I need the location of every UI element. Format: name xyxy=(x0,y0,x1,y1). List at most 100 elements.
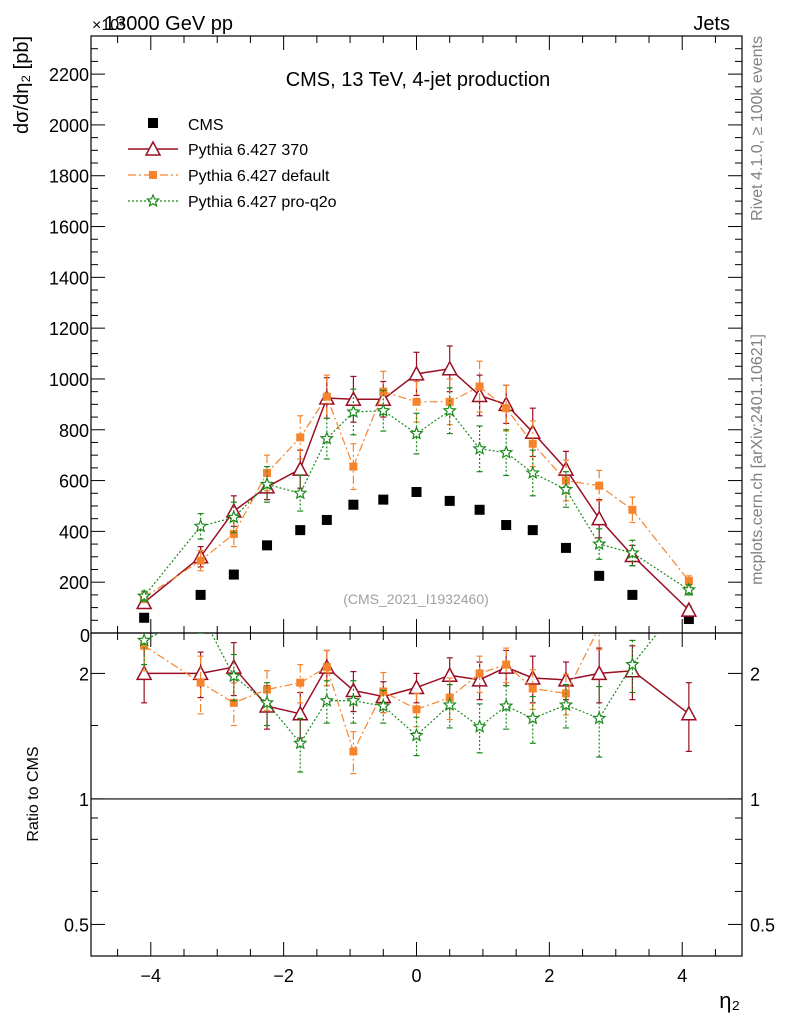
data-point-pproq2o-ratio xyxy=(346,693,361,707)
data-point-pproq2o-ratio xyxy=(625,657,640,671)
data-point-cms xyxy=(378,494,389,505)
main-panel: 200 400 600 800 1000 1200 1400 1600 1800 2000 2200… xyxy=(11,35,743,646)
header-beam-label: 13000 GeV pp xyxy=(104,13,233,35)
series-cms xyxy=(139,487,694,625)
data-point-cms xyxy=(348,499,359,510)
ratio-panel: 0.5 0.5 1 1 2 2 −4 −2 0 2 4 Ratio to CMS η₂ xyxy=(25,558,775,1013)
data-point-pdefault xyxy=(595,481,604,490)
data-point-pproq2o xyxy=(558,481,574,496)
data-point-pdefault-ratio xyxy=(263,685,272,694)
ratio-y-tick-label: 2 xyxy=(79,664,89,684)
data-point-pproq2o xyxy=(442,403,457,417)
data-point-pdefault xyxy=(196,556,205,565)
x-tick-label: −2 xyxy=(273,966,294,986)
data-point-pdefault xyxy=(296,433,305,442)
x-tick-label: 2 xyxy=(544,966,554,986)
data-point-pproq2o-ratio xyxy=(592,710,607,725)
main-y-tick-label: 1400 xyxy=(49,268,89,288)
data-point-pproq2o xyxy=(376,403,391,417)
data-point-cms xyxy=(321,514,332,525)
data-point-pproq2o-ratio xyxy=(292,735,308,750)
legend-label-pythia-370: Pythia 6.427 370 xyxy=(188,142,308,159)
x-tick-label: 0 xyxy=(411,966,421,986)
data-point-p370 xyxy=(680,601,698,617)
ratio-y-axis-title: Ratio to CMS xyxy=(25,746,42,841)
data-point-pproq2o-ratio xyxy=(499,698,514,713)
ratio-y-tick-label-right: 1 xyxy=(750,790,760,810)
data-point-pproq2o xyxy=(292,485,308,500)
ratio-y-tick-label: 1 xyxy=(79,790,89,810)
legend-marker-cms xyxy=(148,118,158,128)
data-point-cms xyxy=(444,495,455,506)
ratio-series-layer xyxy=(135,558,698,775)
ratio-y-tick-label-right: 2 xyxy=(750,664,760,684)
data-point-pproq2o xyxy=(136,588,152,603)
main-y-tick-label: 200 xyxy=(59,573,89,593)
main-y-tick-label: 1800 xyxy=(49,167,89,187)
legend-item-pythia-proq2o: Pythia 6.427 pro-q2o xyxy=(128,193,337,211)
legend-label-pythia-proq2o: Pythia 6.427 pro-q2o xyxy=(188,194,337,211)
data-point-pdefault-ratio xyxy=(595,623,603,631)
legend: CMS Pythia 6.427 370 Pythia 6.427 defaul… xyxy=(128,117,337,211)
data-point-pproq2o-ratio xyxy=(472,719,487,733)
data-point-cms xyxy=(560,542,571,553)
data-point-pdefault xyxy=(502,404,511,413)
main-y-tick-label: 400 xyxy=(59,522,89,542)
series-pproq2o-ratio xyxy=(136,633,659,773)
data-point-pdefault-ratio xyxy=(475,669,484,678)
chart-title: CMS, 13 TeV, 4-jet production xyxy=(286,69,551,91)
data-point-pdefault xyxy=(349,462,358,471)
analysis-watermark: (CMS_2021_I1932460) xyxy=(343,591,489,607)
data-point-p370-ratio xyxy=(590,664,608,681)
main-series-layer xyxy=(135,345,698,625)
data-point-pdefault xyxy=(263,468,272,477)
data-point-p370-ratio xyxy=(680,705,698,721)
data-point-pproq2o xyxy=(625,545,640,560)
data-point-pdefault-ratio xyxy=(502,660,511,669)
main-y-tick-label: 1600 xyxy=(49,218,89,238)
main-y-tick-label: 2200 xyxy=(49,65,89,85)
data-point-pdefault xyxy=(475,382,484,391)
legend-marker-pythia-370 xyxy=(144,140,162,156)
data-point-pdefault-ratio xyxy=(685,558,693,566)
data-point-pdefault-ratio xyxy=(140,641,149,650)
exponent-label: ×10³ xyxy=(92,17,125,34)
data-point-pproq2o xyxy=(193,518,208,533)
data-point-pproq2o-ratio xyxy=(136,633,152,647)
data-point-pdefault xyxy=(322,392,331,401)
data-point-cms xyxy=(474,504,485,515)
series-pdefault-ratio xyxy=(140,558,693,775)
main-x-ticks xyxy=(117,36,716,633)
data-point-pproq2o xyxy=(346,404,361,419)
data-point-pdefault-ratio xyxy=(322,663,331,672)
main-y-axis: 200 400 600 800 1000 1200 1400 1600 1800 2000 2200 xyxy=(49,48,742,621)
data-point-cms xyxy=(295,525,306,536)
data-point-pproq2o-ratio xyxy=(319,693,334,707)
header-process-label: Jets xyxy=(693,13,730,35)
rivet-label: Rivet 4.1.0, ≥ 100k events xyxy=(749,36,766,221)
data-point-cms xyxy=(262,540,273,551)
main-y-axis-title: dσ/dη₂ [pb] xyxy=(11,36,33,134)
x-tick-label: 4 xyxy=(677,966,687,986)
legend-label-pythia-default: Pythia 6.427 default xyxy=(188,168,330,185)
ratio-y-tick-label: 0.5 xyxy=(64,915,89,935)
series-line-pproq2o xyxy=(143,409,690,597)
data-point-pdefault-ratio xyxy=(349,747,358,756)
mcplots-label: mcplots.cern.ch [arXiv:2401.10621] xyxy=(749,334,766,585)
series-pproq2o xyxy=(136,387,697,603)
data-point-p370-ratio xyxy=(135,664,153,681)
main-y-tick-label: 2000 xyxy=(49,116,89,136)
data-point-pdefault-ratio xyxy=(412,705,421,714)
data-point-pproq2o-ratio xyxy=(558,697,574,712)
legend-item-pythia-default: Pythia 6.427 default xyxy=(128,168,330,185)
legend-item-cms: CMS xyxy=(148,117,224,134)
data-point-cms xyxy=(228,569,239,580)
x-tick-label: −4 xyxy=(141,966,162,986)
data-point-pproq2o xyxy=(681,582,697,596)
data-point-p370 xyxy=(590,510,608,526)
data-point-pdefault-ratio xyxy=(528,684,537,693)
data-point-pdefault-ratio xyxy=(229,698,238,707)
data-point-pdefault xyxy=(229,529,238,538)
data-point-cms xyxy=(195,589,206,600)
